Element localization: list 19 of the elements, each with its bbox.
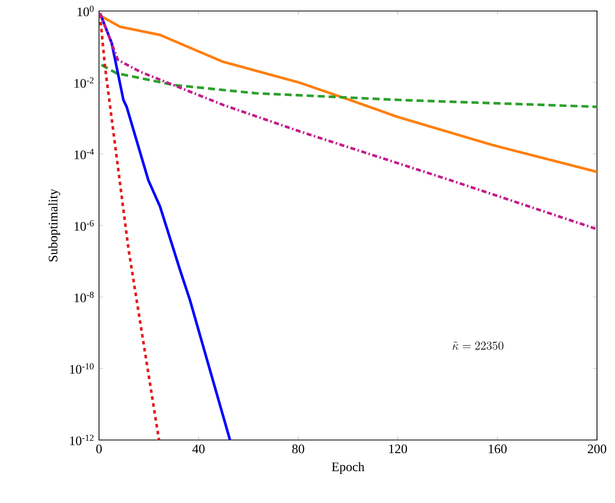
annotation: $\tilde{\kappa} = 22350$: [452, 342, 504, 350]
x-tick-label: 0: [96, 444, 102, 454]
line-series: [99, 12, 598, 230]
y-tick-label: 10$^{-8}$: [74, 292, 94, 302]
x-axis-title: Epoch: [332, 462, 364, 474]
y-axis-title: Suboptimality: [48, 188, 60, 262]
y-tick-label: 10$^{-12}$: [70, 434, 94, 446]
y-tick-label: 10$^{0}$: [78, 6, 94, 16]
x-tick-label: 40: [192, 444, 205, 454]
y-tick-label: 10$^{-10}$: [70, 363, 94, 374]
line-series: [99, 14, 160, 440]
y-tick-label: 10$^{-6}$: [74, 220, 94, 231]
y-tick-label: 10$^{-2}$: [74, 77, 94, 88]
x-tick-label: 200: [588, 444, 606, 454]
x-tick-label: 160: [488, 444, 507, 454]
line-series: [100, 64, 598, 108]
y-tick-label: 10$^{-4}$: [74, 148, 94, 160]
x-tick-label: 80: [292, 444, 304, 454]
x-tick-label: 120: [389, 444, 408, 454]
